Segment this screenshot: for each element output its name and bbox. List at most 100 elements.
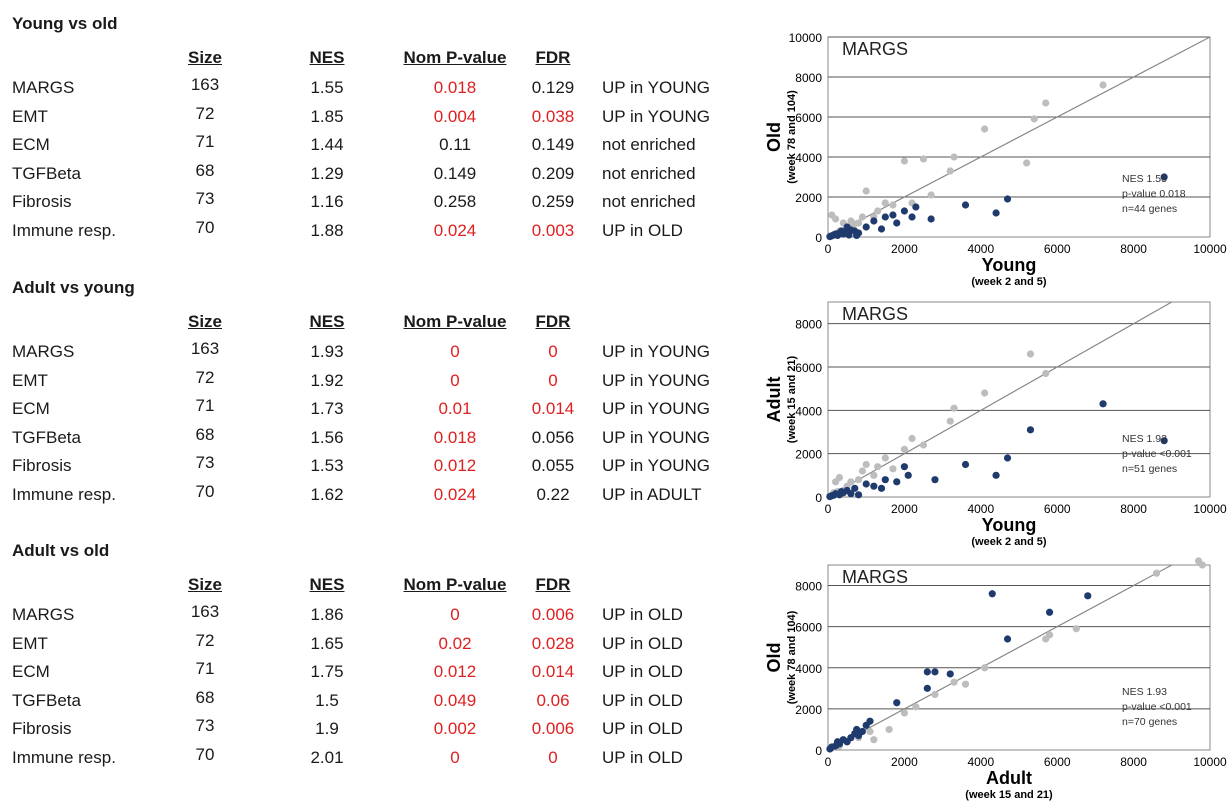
header-fdr: FDR [535, 575, 571, 594]
x-tick-label: 6000 [1044, 502, 1071, 516]
point-enriched [843, 738, 851, 746]
point-other [854, 476, 863, 484]
row-name: TGFBeta [12, 163, 81, 183]
y-tick-label: 0 [815, 491, 822, 505]
row-size: 163 [190, 75, 220, 94]
row-status: UP in YOUNG [602, 78, 711, 97]
point-enriched [835, 740, 844, 748]
point-other [874, 207, 882, 215]
row-nes: 1.9 [315, 719, 339, 738]
point-enriched [837, 227, 845, 235]
row-status: UP in OLD [602, 605, 683, 624]
header-size: Size [187, 312, 223, 331]
y-axis-sublabel: (week 78 and 104) [786, 610, 798, 704]
row-pvalue: 0.11 [439, 135, 471, 154]
y-tick-label: 6000 [795, 621, 822, 635]
row-fdr: 0 [548, 370, 558, 390]
point-other [881, 454, 889, 462]
point-other [981, 125, 989, 133]
point-enriched [862, 721, 870, 729]
row-nes: 1.53 [310, 456, 344, 475]
point-other [1042, 99, 1050, 107]
row-nes: 1.56 [310, 427, 344, 447]
x-tick-label: 6000 [1044, 242, 1071, 256]
row-status: UP in YOUNG [602, 342, 711, 361]
point-other [858, 467, 866, 475]
x-axis-sublabel: (week 2 and 5) [971, 276, 1047, 288]
row-size: 163 [190, 339, 220, 358]
point-enriched [961, 460, 970, 469]
chart-annotation: NES 1.93 [1122, 433, 1167, 445]
point-other [839, 228, 847, 236]
row-status: UP in OLD [602, 719, 683, 738]
x-tick-label: 10000 [1193, 242, 1227, 256]
row-name: Fibrosis [12, 719, 72, 738]
point-enriched [832, 490, 840, 498]
point-enriched [870, 482, 878, 490]
point-other [931, 690, 939, 699]
row-fdr: 0.055 [531, 456, 575, 475]
point-enriched [900, 207, 909, 215]
header-fdr: FDR [535, 48, 571, 67]
chart-title: MARGS [842, 567, 908, 587]
x-tick-label: 0 [825, 502, 832, 516]
point-other [1194, 557, 1203, 565]
point-enriched [826, 233, 834, 241]
header-pvalue: Nom P-value [403, 312, 507, 331]
row-nes: 1.86 [310, 605, 344, 624]
point-other [826, 232, 834, 240]
row-fdr: 0.149 [531, 135, 575, 154]
point-other [1042, 369, 1050, 378]
y-tick-label: 2000 [795, 191, 822, 205]
row-size: 70 [195, 481, 215, 501]
row-size: 73 [195, 189, 215, 208]
point-other [828, 211, 836, 219]
point-enriched [835, 229, 844, 237]
row-nes: 1.73 [310, 399, 344, 418]
header-fdr: FDR [535, 312, 571, 331]
point-enriched [828, 232, 836, 240]
header-size: Size [187, 48, 223, 67]
point-enriched [832, 742, 840, 750]
point-enriched [826, 745, 834, 753]
row-pvalue: 0.02 [438, 633, 472, 653]
point-enriched [1003, 635, 1012, 643]
x-axis-label: Young [982, 255, 1037, 275]
point-enriched [854, 732, 863, 740]
point-enriched [961, 201, 970, 209]
point-enriched [847, 490, 855, 498]
point-enriched [870, 217, 878, 225]
row-size: 73 [195, 716, 215, 735]
point-other [946, 417, 954, 425]
point-other [854, 219, 863, 227]
chart-annotation: p-value 0.018 [1122, 188, 1186, 200]
point-other [874, 463, 882, 471]
chart-annotation: p-value <0.001 [1122, 701, 1192, 713]
chart-annotation: n=51 genes [1122, 463, 1177, 475]
point-enriched [845, 231, 853, 239]
row-size: 163 [190, 602, 220, 621]
point-enriched [1003, 454, 1012, 462]
row-pvalue: 0.012 [433, 456, 477, 475]
point-other [981, 389, 989, 397]
point-other [847, 223, 855, 231]
row-fdr: 0 [548, 747, 558, 767]
point-enriched [1084, 592, 1092, 600]
point-enriched [893, 699, 901, 707]
header-size: Size [187, 575, 223, 594]
point-other [912, 703, 920, 711]
point-enriched [946, 670, 954, 678]
point-other [862, 460, 870, 469]
point-enriched [826, 492, 834, 501]
row-name: TGFBeta [12, 427, 81, 447]
plot-frame [827, 564, 1211, 751]
row-status: UP in OLD [602, 662, 683, 681]
point-enriched [923, 668, 931, 676]
point-other [833, 487, 842, 496]
row-fdr: 0.006 [531, 605, 575, 624]
row-status: not enriched [602, 192, 696, 211]
point-enriched [927, 215, 935, 223]
row-pvalue: 0.024 [433, 220, 477, 240]
point-enriched [900, 463, 909, 471]
row-pvalue: 0.01 [438, 399, 472, 418]
